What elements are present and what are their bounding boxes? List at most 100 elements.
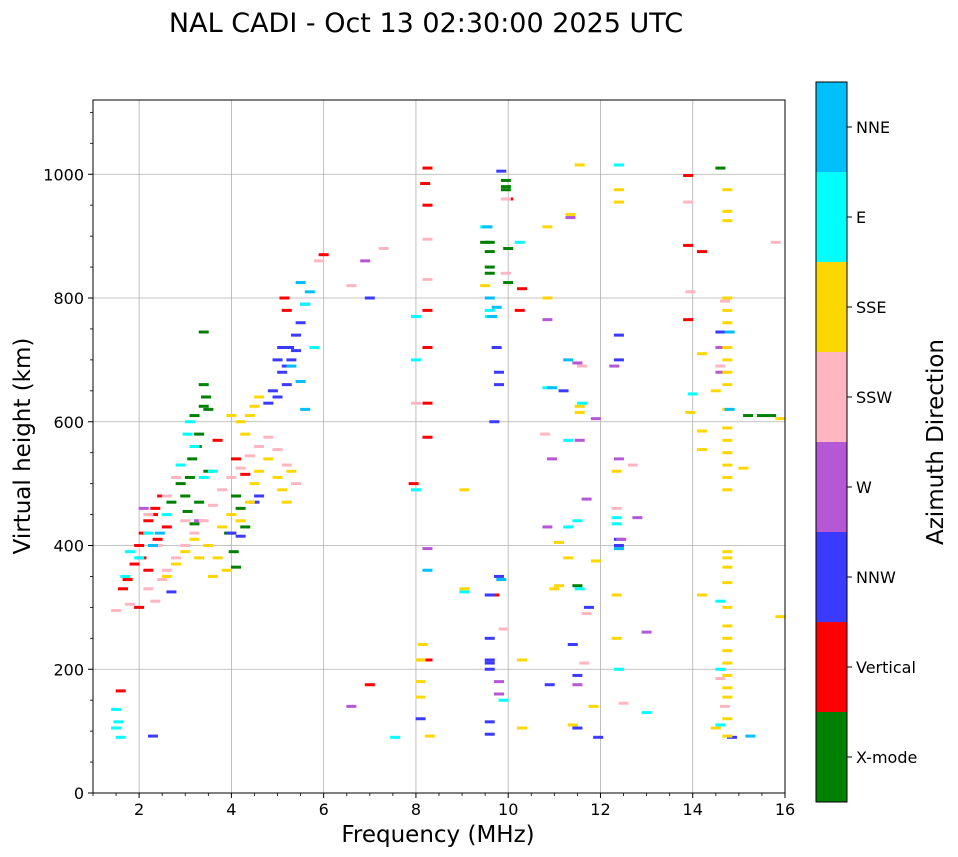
data-point-e xyxy=(115,735,126,739)
data-point-e xyxy=(111,707,122,711)
data-point-ssw xyxy=(579,661,590,665)
data-point-ssw xyxy=(498,627,509,631)
data-point-sse xyxy=(553,584,564,588)
data-point-sse xyxy=(588,704,599,708)
data-point-sse xyxy=(226,513,237,517)
data-point-ssw xyxy=(189,531,200,535)
data-point-sse xyxy=(722,661,733,665)
y-axis: 0 200 400 600 800 1000 xyxy=(43,111,93,803)
data-point-sse xyxy=(281,500,292,504)
data-point-sse xyxy=(722,673,733,677)
data-point-sse xyxy=(180,550,191,554)
data-point-ssw xyxy=(720,299,731,303)
data-point-sse xyxy=(415,695,426,699)
data-point-w xyxy=(547,457,558,461)
colorbar-segment xyxy=(816,352,847,442)
data-point-sse xyxy=(722,209,733,213)
data-point-e xyxy=(390,735,401,739)
data-point-vertical xyxy=(420,182,431,186)
data-point-nnw xyxy=(484,593,495,597)
data-point-nnw xyxy=(281,383,292,387)
data-point-nnw xyxy=(484,661,495,665)
data-point-nne xyxy=(147,544,158,547)
data-point-w xyxy=(542,525,553,529)
data-point-xmode xyxy=(503,281,514,285)
data-point-ssw xyxy=(685,290,696,294)
data-point-nnw xyxy=(493,383,504,387)
data-point-sse xyxy=(235,420,246,424)
data-point-w xyxy=(493,680,504,684)
data-point-sse xyxy=(775,417,786,421)
data-point-ssw xyxy=(500,197,511,201)
data-point-xmode xyxy=(166,500,177,504)
data-point-w xyxy=(581,497,592,501)
data-point-sse xyxy=(189,537,200,541)
data-point-w xyxy=(641,630,652,634)
data-point-e xyxy=(613,163,624,167)
data-point-nnw xyxy=(715,330,726,334)
data-point-nnw xyxy=(254,494,265,498)
data-point-nne xyxy=(496,578,507,582)
x-tick-label: 8 xyxy=(411,800,421,819)
data-point-sse xyxy=(685,410,696,414)
data-point-sse xyxy=(722,581,733,585)
data-point-sse xyxy=(722,636,733,640)
x-tick-label: 4 xyxy=(226,800,236,819)
data-point-sse xyxy=(249,482,260,486)
data-point-sse xyxy=(240,432,251,436)
data-point-vertical xyxy=(364,683,375,687)
data-point-sse xyxy=(722,717,733,721)
data-point-xmode xyxy=(756,414,767,418)
data-point-ssw xyxy=(627,463,638,467)
data-point-w xyxy=(572,361,583,365)
data-point-xmode xyxy=(500,188,511,192)
data-point-sse xyxy=(459,488,470,492)
data-point-sse xyxy=(722,565,733,569)
data-point-xmode xyxy=(715,166,726,170)
data-point-sse xyxy=(417,643,428,646)
data-point-w xyxy=(632,516,643,520)
data-point-nnw xyxy=(583,605,594,609)
data-point-sse xyxy=(517,658,528,662)
data-point-sse xyxy=(217,525,228,529)
data-point-ssw xyxy=(124,602,135,606)
data-point-e xyxy=(134,556,145,560)
data-point-nne xyxy=(154,531,165,535)
colorbar-segment xyxy=(816,442,847,532)
data-point-vertical xyxy=(422,308,433,312)
colorbar-segment xyxy=(816,622,847,712)
data-point-sse xyxy=(722,734,733,738)
data-point-e xyxy=(572,519,583,523)
data-point-ssw xyxy=(577,364,588,368)
data-point-ssw xyxy=(715,677,726,681)
y-tick-label: 200 xyxy=(53,660,84,679)
data-point-sse xyxy=(277,488,288,492)
data-point-sse xyxy=(254,395,265,399)
data-point-vertical xyxy=(422,435,433,439)
data-point-nnw xyxy=(277,370,288,374)
data-point-sse xyxy=(613,200,624,204)
data-point-nne xyxy=(491,305,502,309)
data-point-e xyxy=(611,522,622,526)
data-point-sse xyxy=(415,658,426,662)
data-point-sse xyxy=(574,410,585,414)
data-point-ssw xyxy=(272,448,283,452)
data-point-sse xyxy=(710,389,721,393)
data-point-xmode xyxy=(194,500,205,504)
data-point-sse xyxy=(696,352,707,356)
data-point-e xyxy=(574,587,585,591)
data-point-w xyxy=(572,683,583,687)
colorbar-tick-label: X-mode xyxy=(856,748,917,767)
data-point-nne xyxy=(300,407,311,411)
y-tick-label: 1000 xyxy=(43,165,84,184)
data-point-e xyxy=(309,346,320,349)
data-point-nne xyxy=(724,330,735,334)
data-point-sse xyxy=(722,686,733,690)
data-point-xmode xyxy=(231,565,242,569)
data-point-nnw xyxy=(147,734,158,738)
y-tick-label: 800 xyxy=(53,289,84,308)
colorbar-tick-label: E xyxy=(856,208,866,227)
data-point-ssw xyxy=(281,463,292,467)
data-point-xmode xyxy=(189,414,200,418)
data-point-e xyxy=(161,513,172,517)
